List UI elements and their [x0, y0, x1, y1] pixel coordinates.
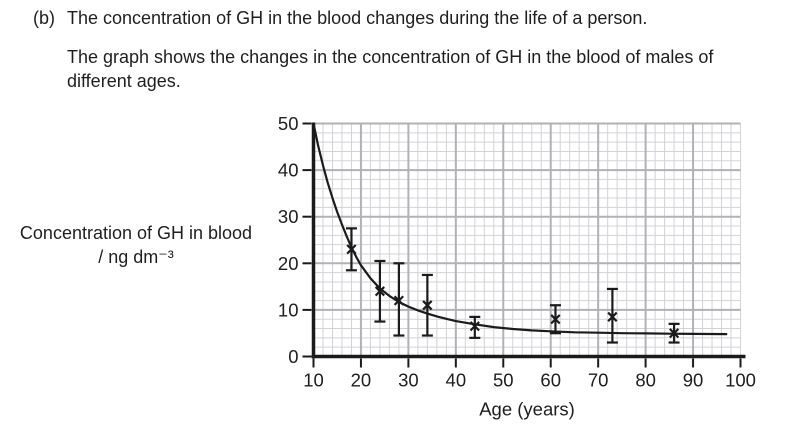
data-point-marker	[469, 321, 480, 332]
data-point-marker	[550, 314, 561, 325]
y-tick-label: 30	[278, 206, 299, 227]
y-tick-label: 20	[278, 253, 299, 274]
y-axis-title-line2: / ng dm⁻³	[98, 247, 174, 267]
x-tick-label: 40	[446, 370, 467, 391]
data-point-marker	[607, 311, 618, 322]
x-tick-label: 90	[683, 370, 704, 391]
x-axis-title: Age (years)	[479, 399, 575, 420]
x-tick-label: 30	[398, 370, 419, 391]
data-point-marker	[422, 300, 433, 311]
x-tick-label: 70	[588, 370, 609, 391]
x-tick-label: 100	[725, 370, 756, 391]
data-point-marker	[374, 286, 386, 297]
data-point-marker	[393, 295, 404, 306]
data-point-marker	[346, 244, 357, 255]
question-text: The concentration of GH in the blood cha…	[67, 6, 761, 93]
y-tick-label: 50	[278, 113, 299, 134]
question-block: (b) The concentration of GH in the blood…	[33, 6, 761, 93]
x-tick-label: 60	[540, 370, 561, 391]
x-tick-label: 50	[493, 370, 514, 391]
y-axis-title: Concentration of GH in blood / ng dm⁻³	[8, 221, 264, 269]
y-tick-label: 0	[288, 346, 298, 367]
y-tick-label: 10	[278, 299, 299, 320]
x-tick-label: 10	[303, 370, 324, 391]
trend-curve	[312, 122, 728, 336]
y-tick-label: 40	[278, 160, 299, 181]
question-description: The graph shows the changes in the conce…	[67, 47, 714, 91]
question-label: (b)	[33, 8, 55, 28]
y-axis-title-line1: Concentration of GH in blood	[19, 223, 253, 243]
x-tick-label: 80	[635, 370, 656, 391]
x-tick-label: 20	[351, 370, 372, 391]
data-point-marker	[668, 328, 680, 339]
question-intro: The concentration of GH in the blood cha…	[67, 8, 648, 28]
